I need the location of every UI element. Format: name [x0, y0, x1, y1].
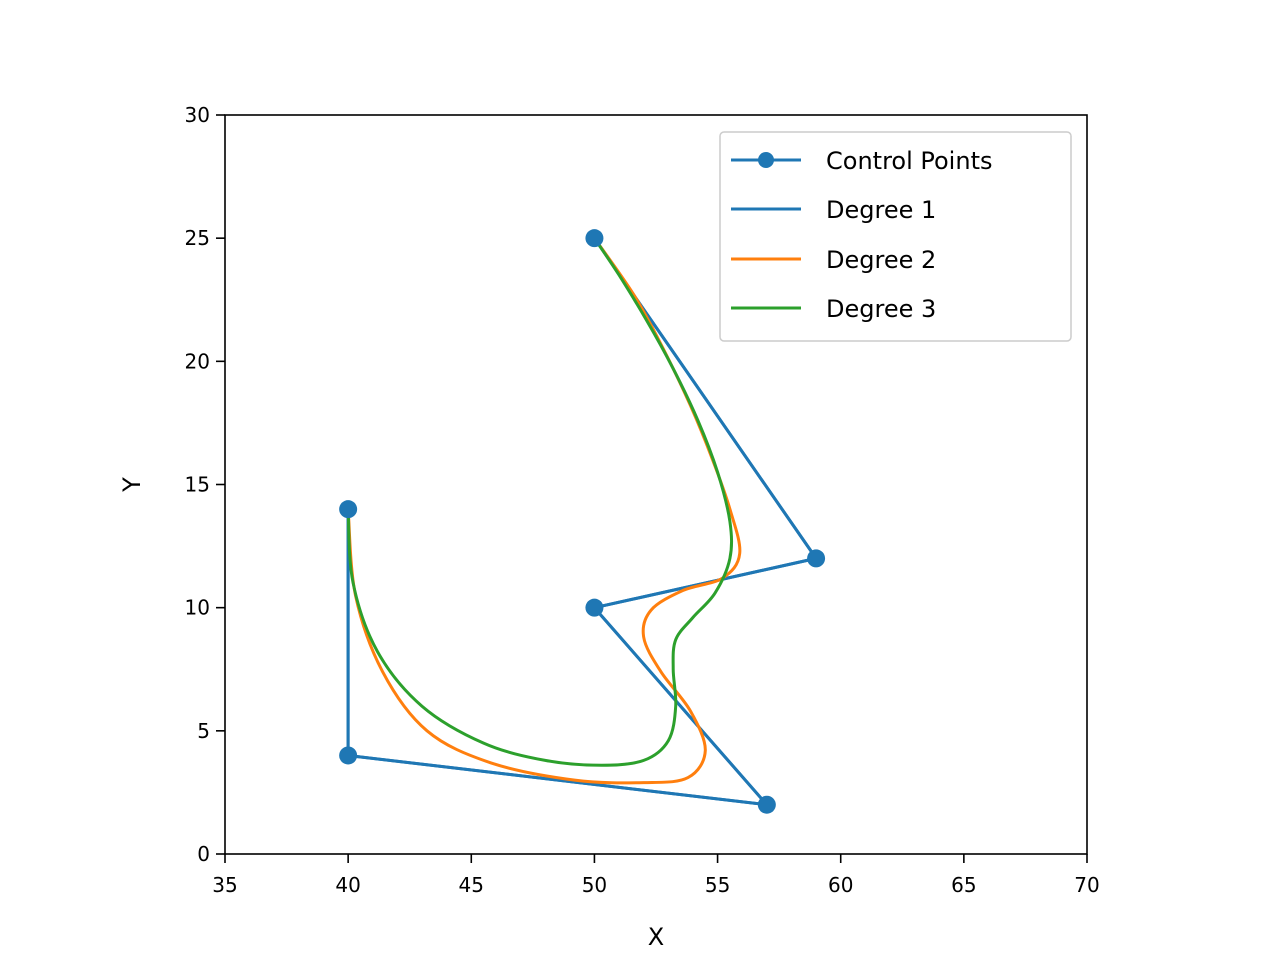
series-line-degree-3 — [346, 237, 734, 767]
y-tick-label-10: 10 — [185, 596, 210, 620]
legend-label-control-points: Control Points — [826, 147, 992, 175]
series-line-degree-2 — [346, 237, 742, 785]
legend-marker-control-points — [758, 152, 774, 168]
legend-label-degree-1: Degree 1 — [826, 196, 936, 224]
legend-label-degree-3: Degree 3 — [826, 295, 936, 323]
x-tick-label-60: 60 — [828, 873, 853, 897]
x-tick-label-70: 70 — [1074, 873, 1099, 897]
tick-layer: 35 40 45 50 55 60 65 70 0 5 10 15 20 25 30 — [185, 103, 1100, 897]
x-tick-label-45: 45 — [459, 873, 484, 897]
y-tick-label-5: 5 — [197, 719, 210, 743]
x-tick-label-35: 35 — [212, 873, 237, 897]
y-tick-label-0: 0 — [197, 842, 210, 866]
legend: Control Points Degree 1 Degree 2 Degree … — [719, 131, 1072, 342]
control-point-2 — [339, 746, 358, 765]
control-point-3 — [757, 795, 776, 814]
control-polygon-line — [346, 237, 818, 807]
x-tick-label-40: 40 — [335, 873, 360, 897]
control-point-6 — [585, 229, 604, 248]
x-tick-label-55: 55 — [705, 873, 730, 897]
legend-box — [719, 131, 1072, 342]
y-tick-label-15: 15 — [185, 473, 210, 497]
y-tick-label-20: 20 — [185, 349, 210, 373]
plot-area — [339, 229, 826, 814]
control-point-4 — [585, 598, 604, 617]
y-tick-label-25: 25 — [185, 226, 210, 250]
x-tick-label-50: 50 — [582, 873, 607, 897]
y-tick-label-30: 30 — [185, 103, 210, 127]
y-axis-label: Y — [118, 477, 146, 493]
control-point-1 — [339, 500, 358, 519]
x-tick-label-65: 65 — [951, 873, 976, 897]
legend-label-degree-2: Degree 2 — [826, 246, 936, 274]
x-axis-label: X — [648, 923, 664, 951]
control-point-5 — [807, 549, 826, 568]
